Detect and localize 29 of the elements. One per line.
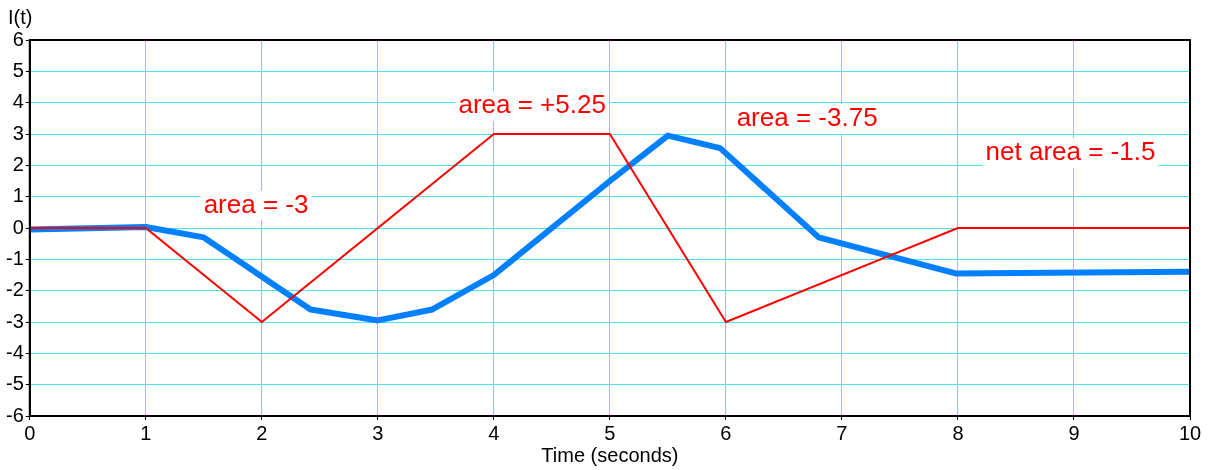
annotation: area = +5.25 — [458, 88, 606, 119]
x-tick-label: 7 — [836, 421, 848, 444]
y-tick-label: 0 — [12, 215, 24, 238]
y-tick-label: -3 — [5, 309, 24, 332]
x-tick-label: 4 — [488, 421, 500, 444]
y-tick-label: -6 — [5, 403, 24, 426]
x-tick-label: 5 — [604, 421, 616, 444]
y-tick-label: 1 — [12, 184, 24, 207]
annotation: area = -3.75 — [736, 102, 878, 133]
y-tick-label: 2 — [12, 152, 24, 175]
x-tick-label: 9 — [1068, 421, 1080, 444]
x-tick-label: 3 — [372, 421, 384, 444]
annotation: area = -3 — [203, 188, 309, 219]
y-tick-label: -1 — [5, 246, 24, 269]
y-tick-label: -2 — [5, 278, 24, 301]
annotation: net area = -1.5 — [985, 135, 1156, 166]
y-tick-label: -4 — [5, 340, 24, 363]
y-tick-label: 4 — [12, 90, 24, 113]
x-axis-title: Time (seconds) — [541, 443, 679, 466]
x-tick-label: 8 — [952, 421, 964, 444]
y-tick-label: 6 — [12, 27, 24, 50]
y-tick-label: -5 — [5, 372, 24, 395]
x-tick-label: 2 — [256, 421, 268, 444]
y-axis-title: I(t) — [8, 5, 33, 28]
x-tick-label: 6 — [720, 421, 732, 444]
y-tick-label: 3 — [12, 121, 24, 144]
x-tick-label: 1 — [140, 421, 152, 444]
x-tick-label: 10 — [1178, 421, 1202, 444]
y-tick-label: 5 — [12, 58, 24, 81]
